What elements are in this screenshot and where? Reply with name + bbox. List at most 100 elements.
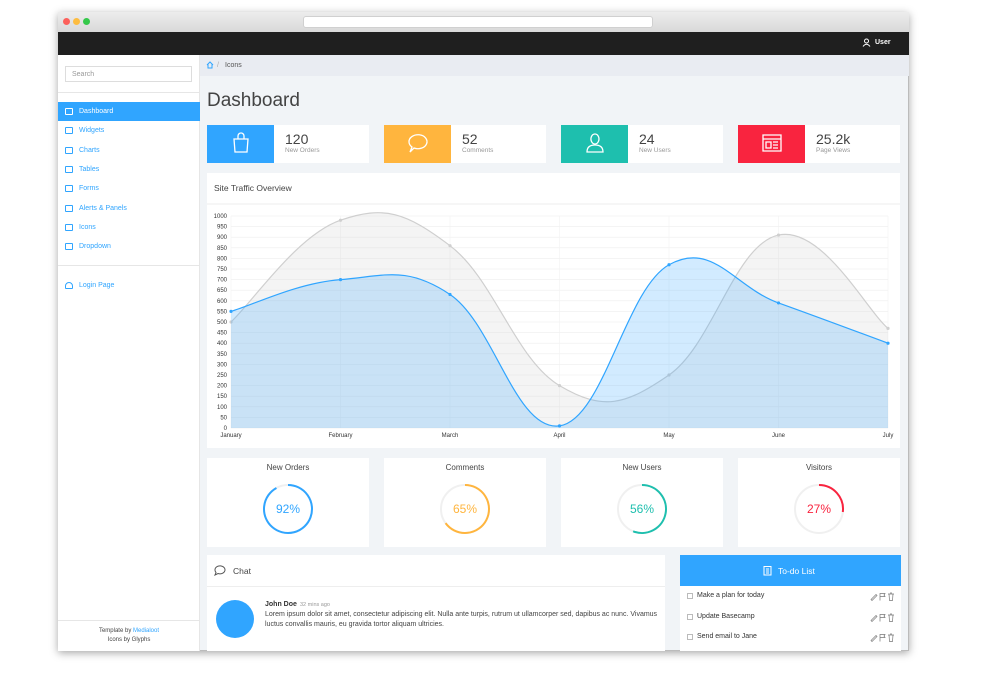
data-point bbox=[557, 424, 562, 428]
menu-item[interactable]: Dropdown bbox=[79, 243, 111, 251]
todo-checkbox[interactable] bbox=[687, 593, 693, 599]
chat-panel bbox=[207, 555, 665, 651]
x-tick-label: January bbox=[220, 433, 241, 439]
data-point bbox=[886, 326, 890, 330]
stat-icon-shape bbox=[586, 133, 604, 153]
y-tick-label: 800 bbox=[217, 256, 228, 262]
stat-icon-shape bbox=[408, 134, 428, 153]
todo-item: Update Basecamp bbox=[697, 612, 755, 620]
series-area bbox=[231, 257, 888, 428]
menu-item[interactable]: Widgets bbox=[79, 127, 105, 135]
progress-title: Comments bbox=[445, 463, 485, 472]
stat-label: New Users bbox=[639, 147, 671, 154]
menu-icon bbox=[65, 108, 73, 115]
panel-divider bbox=[207, 586, 665, 587]
chat-time: 32 mins ago bbox=[300, 602, 330, 608]
todo-header bbox=[680, 555, 901, 586]
menu-item[interactable]: Dashboard bbox=[79, 108, 114, 115]
chart: Site Traffic Overview 0 50 100 150 200 250 300 3… bbox=[207, 183, 900, 439]
donut-label: 27% bbox=[807, 502, 831, 516]
chat-icon-shape bbox=[214, 565, 226, 576]
data-point bbox=[448, 292, 452, 297]
data-point bbox=[886, 341, 890, 345]
y-tick-label: 950 bbox=[217, 225, 228, 231]
menu-item[interactable]: Forms bbox=[79, 185, 99, 193]
x-tick-label: February bbox=[328, 433, 352, 439]
edit-icon[interactable] bbox=[870, 594, 878, 601]
todo-title: To-do List bbox=[778, 566, 815, 576]
y-tick-label: 0 bbox=[224, 426, 228, 432]
flag-icon[interactable] bbox=[879, 613, 886, 621]
flag-icon[interactable] bbox=[879, 634, 886, 642]
menu-icon bbox=[65, 282, 73, 289]
y-tick-label: 850 bbox=[217, 246, 228, 252]
y-tick-label: 100 bbox=[217, 405, 228, 411]
home-icon-shape bbox=[206, 61, 214, 69]
chat-text: Lorem ipsum dolor sit amet, consectetur … bbox=[265, 611, 658, 628]
footer-text: Icons by Glyphs bbox=[107, 637, 151, 643]
stat-icon-shape bbox=[233, 132, 249, 153]
minimize-button[interactable] bbox=[73, 18, 80, 25]
maximize-button[interactable] bbox=[83, 18, 90, 25]
breadcrumb-bar bbox=[200, 55, 909, 76]
active-menu-bg bbox=[58, 102, 200, 121]
menu-item[interactable]: Charts bbox=[79, 146, 100, 154]
y-tick-label: 300 bbox=[217, 362, 228, 368]
search-input[interactable]: Search bbox=[65, 66, 192, 82]
flag-icon[interactable] bbox=[879, 593, 886, 601]
donut-label: 56% bbox=[630, 502, 654, 516]
address-bar[interactable] bbox=[303, 16, 653, 28]
donut-arc bbox=[818, 484, 844, 513]
y-tick-label: 1000 bbox=[214, 214, 228, 220]
y-tick-label: 500 bbox=[217, 320, 228, 326]
y-tick-label: 700 bbox=[217, 278, 228, 284]
data-point bbox=[229, 320, 233, 324]
home-icon bbox=[206, 61, 214, 69]
x-tick-label: May bbox=[663, 433, 674, 439]
footer-link[interactable]: Medialoot bbox=[133, 628, 160, 634]
donut-arc bbox=[444, 484, 490, 534]
menu-icon bbox=[65, 185, 73, 193]
edit-icon[interactable] bbox=[870, 635, 878, 642]
y-tick-label: 400 bbox=[217, 341, 228, 347]
trash-icon[interactable] bbox=[888, 613, 894, 622]
data-point bbox=[229, 309, 233, 313]
progress-title: Visitors bbox=[805, 463, 833, 472]
y-tick-label: 450 bbox=[217, 331, 228, 337]
user-menu[interactable]: User bbox=[875, 39, 891, 46]
progress-donut: 92% bbox=[263, 484, 313, 534]
x-tick-label: March bbox=[442, 433, 459, 439]
menu-item[interactable]: Alerts & Panels bbox=[79, 204, 127, 212]
todo-item: Send email to Jane bbox=[697, 633, 757, 640]
menu-icon bbox=[65, 165, 73, 173]
close-button[interactable] bbox=[63, 18, 70, 25]
todo-checkbox[interactable] bbox=[687, 634, 693, 640]
trash-icon[interactable] bbox=[888, 633, 894, 642]
data-point bbox=[776, 301, 781, 305]
todo-actions bbox=[870, 613, 894, 622]
stat-icon bbox=[233, 132, 249, 153]
todo-checkbox[interactable] bbox=[687, 613, 693, 620]
y-tick-label: 350 bbox=[217, 352, 228, 358]
menu-item[interactable]: Login Page bbox=[79, 282, 115, 289]
y-tick-label: 200 bbox=[217, 384, 228, 390]
series-area bbox=[231, 212, 888, 428]
data-point bbox=[338, 218, 343, 222]
data-point bbox=[557, 384, 562, 388]
divider bbox=[58, 265, 200, 266]
edit-icon[interactable] bbox=[870, 614, 878, 622]
todo-actions bbox=[870, 592, 894, 601]
y-tick-label: 650 bbox=[217, 288, 228, 294]
trash-icon[interactable] bbox=[888, 592, 894, 601]
x-tick-label: June bbox=[772, 433, 786, 439]
donut-label: 92% bbox=[276, 502, 300, 516]
todo-icon-shape bbox=[763, 566, 772, 576]
menu-item[interactable]: Tables bbox=[79, 165, 100, 173]
menu-item[interactable]: Icons bbox=[79, 223, 96, 231]
user-icon bbox=[862, 38, 871, 47]
stat-value: 25.2k bbox=[816, 131, 851, 147]
divider bbox=[58, 620, 200, 621]
todo-item: Make a plan for today bbox=[697, 592, 765, 599]
stat-icon-block bbox=[384, 125, 451, 163]
